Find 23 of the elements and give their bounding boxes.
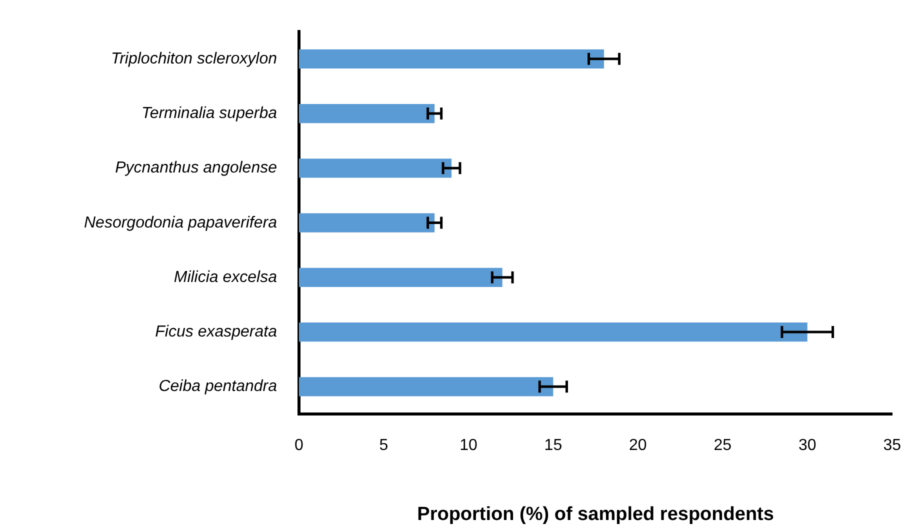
bar <box>299 322 808 342</box>
x-tick-label: 5 <box>379 437 388 454</box>
x-tick-label: 10 <box>460 437 478 454</box>
bar <box>299 49 604 68</box>
x-tick-label: 25 <box>714 437 732 454</box>
y-tick-label: Nesorgodonia papaverifera <box>84 214 278 232</box>
y-tick-label: Ceiba pentandra <box>158 378 278 396</box>
x-tick-label: 30 <box>798 437 816 454</box>
y-tick-label: Ficus exasperata <box>155 324 278 341</box>
y-tick-label: Milicia excelsa <box>174 268 278 286</box>
x-tick-label: 15 <box>544 437 562 454</box>
y-tick-label: Terminalia superba <box>142 104 278 122</box>
bar <box>299 268 502 287</box>
x-axis-title: Proportion (%) of sampled respondents <box>417 504 774 525</box>
x-tick-label: 0 <box>294 437 304 454</box>
x-tick-label: 35 <box>883 437 902 454</box>
bar <box>299 158 452 178</box>
bar <box>299 213 435 232</box>
y-tick-label: Triplochiton scleroxylon <box>111 50 278 68</box>
bar <box>299 104 435 124</box>
x-tick-label: 20 <box>629 437 647 454</box>
y-tick-label: Pycnanthus angolense <box>115 160 278 177</box>
bar <box>299 377 554 396</box>
